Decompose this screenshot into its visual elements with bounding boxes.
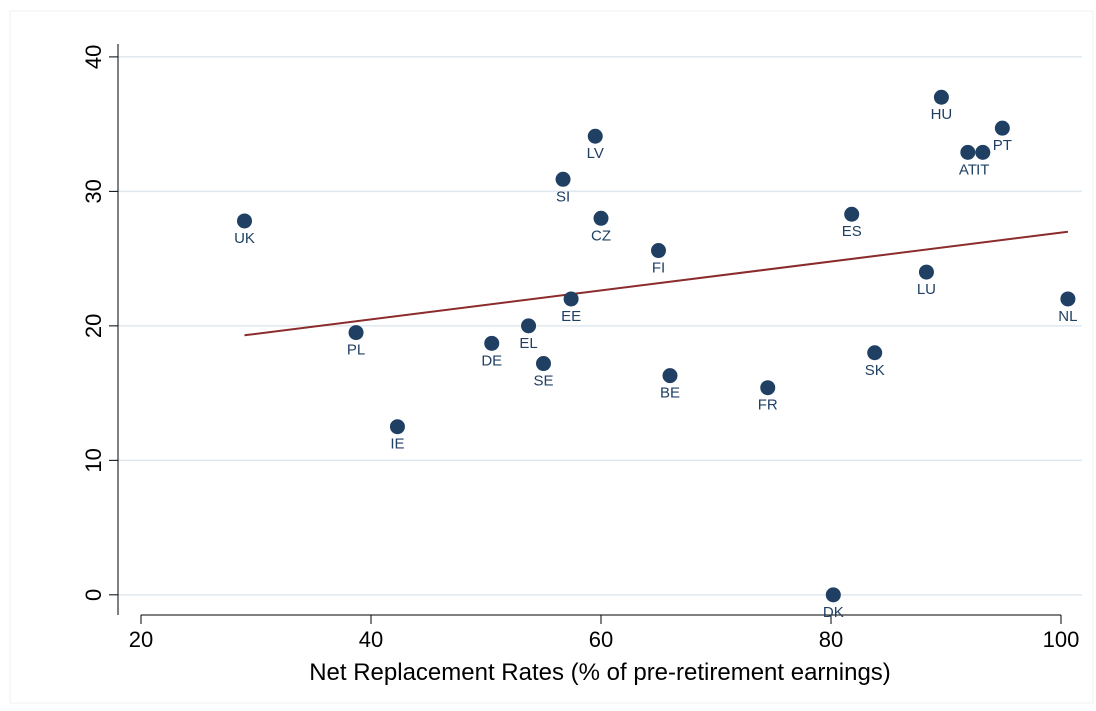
x-tick-label: 80 — [819, 627, 843, 652]
point-label-lu: LU — [917, 281, 936, 298]
point-label-lv: LV — [587, 145, 604, 162]
point-label-pt: PT — [993, 137, 1012, 154]
point-label-fr: FR — [758, 397, 778, 414]
y-tick-label: 10 — [81, 448, 106, 472]
y-tick-label: 0 — [81, 589, 106, 601]
data-point-cz — [593, 210, 609, 226]
point-label-at: AT — [959, 161, 977, 178]
data-point-hu — [933, 89, 949, 105]
point-label-se: SE — [533, 373, 553, 390]
point-label-dk: DK — [823, 604, 844, 621]
axes: 0 10 20 30 40 20 40 60 80 100 — [81, 44, 1079, 652]
data-point-pl — [348, 325, 364, 341]
data-point-lv — [587, 128, 603, 144]
outer-frame — [9, 10, 1094, 704]
point-label-ee: EE — [561, 308, 581, 325]
point-label-el: EL — [519, 335, 537, 352]
point-label-si: SI — [556, 188, 570, 205]
data-point-fi — [651, 243, 666, 259]
point-label-de: DE — [481, 352, 502, 369]
data-point-fr — [760, 380, 776, 396]
point-label-uk: UK — [234, 230, 255, 247]
point-label-hu: HU — [931, 106, 953, 123]
x-tick-label: 20 — [129, 627, 153, 652]
data-point-it — [975, 144, 991, 160]
gridlines — [118, 56, 1082, 596]
data-point-dk — [825, 587, 841, 603]
data-point-si — [555, 171, 571, 187]
y-tick-label: 20 — [81, 314, 106, 338]
fit-line — [244, 230, 1069, 337]
point-label-nl: NL — [1058, 308, 1077, 325]
x-tick-label: 60 — [589, 627, 613, 652]
point-label-it: IT — [976, 161, 989, 178]
point-label-es: ES — [842, 223, 862, 240]
point-label-cz: CZ — [591, 227, 611, 244]
x-tick-label: 40 — [359, 627, 383, 652]
data-point-nl — [1060, 291, 1076, 307]
fit-line-layer — [244, 230, 1069, 337]
point-label-fi: FI — [652, 260, 665, 277]
point-label-sk: SK — [865, 362, 885, 379]
data-point-ee — [563, 291, 579, 307]
data-point-el — [521, 318, 537, 334]
data-point-at — [960, 144, 976, 160]
data-point-sk — [867, 345, 883, 361]
data-point-lu — [918, 264, 934, 280]
point-label-be: BE — [660, 385, 680, 402]
y-tick-label: 40 — [81, 45, 106, 69]
data-point-es — [844, 206, 860, 222]
point-label-ie: IE — [390, 436, 404, 453]
points-layer: UK PL IE DE EL SE EE SI LV CZ FI BE FR DK ES SK LU HU AT IT… — [234, 89, 1077, 621]
data-point-be — [662, 368, 678, 384]
data-point-ie — [389, 419, 405, 435]
data-point-de — [484, 335, 500, 351]
point-label-pl: PL — [347, 342, 365, 359]
data-point-se — [536, 356, 551, 372]
y-tick-label: 30 — [81, 179, 106, 203]
x-tick-label: 100 — [1043, 627, 1080, 652]
x-axis-title: Net Replacement Rates (% of pre-retireme… — [309, 659, 891, 686]
data-point-uk — [237, 213, 252, 229]
data-point-pt — [994, 120, 1010, 136]
